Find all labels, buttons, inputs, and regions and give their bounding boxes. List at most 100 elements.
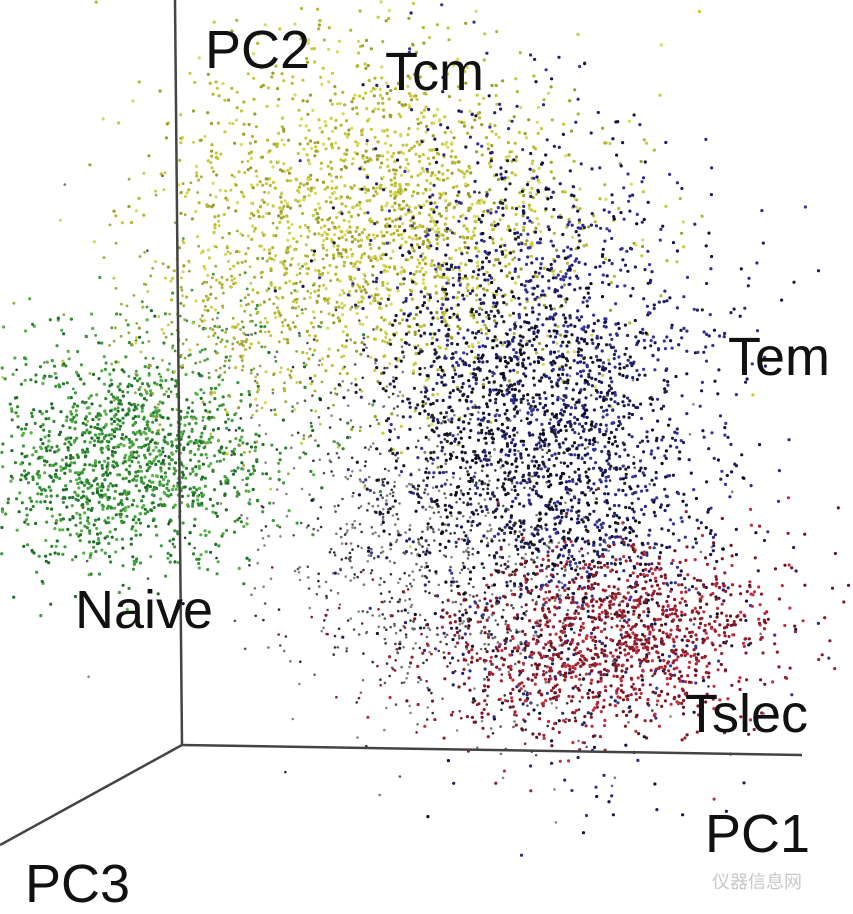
point bbox=[148, 389, 153, 393]
point bbox=[91, 372, 96, 376]
point bbox=[473, 226, 477, 230]
point bbox=[501, 464, 505, 468]
point bbox=[112, 446, 116, 450]
point bbox=[157, 503, 161, 507]
point bbox=[139, 445, 143, 449]
point bbox=[496, 177, 501, 182]
point bbox=[260, 244, 263, 248]
point bbox=[702, 679, 706, 683]
point bbox=[212, 416, 216, 420]
point bbox=[424, 105, 428, 109]
point bbox=[360, 389, 364, 393]
point bbox=[311, 394, 314, 397]
point bbox=[199, 533, 203, 537]
point bbox=[216, 156, 220, 161]
point bbox=[366, 64, 370, 68]
point bbox=[414, 352, 418, 356]
point bbox=[271, 391, 275, 395]
point bbox=[269, 408, 273, 412]
point bbox=[245, 483, 249, 487]
point bbox=[513, 720, 516, 723]
point bbox=[103, 367, 107, 371]
point bbox=[291, 717, 295, 721]
point bbox=[45, 409, 49, 414]
point bbox=[422, 479, 425, 482]
point bbox=[354, 289, 358, 293]
point bbox=[382, 115, 386, 119]
point bbox=[538, 341, 542, 346]
point bbox=[272, 373, 275, 377]
point bbox=[506, 176, 510, 180]
point bbox=[377, 154, 381, 158]
point bbox=[609, 612, 613, 616]
point bbox=[466, 246, 470, 250]
point bbox=[200, 431, 204, 435]
point bbox=[428, 569, 432, 572]
point bbox=[329, 547, 333, 551]
point bbox=[362, 583, 366, 586]
point bbox=[281, 324, 285, 328]
point bbox=[213, 324, 217, 328]
point bbox=[644, 141, 649, 145]
point bbox=[342, 260, 346, 264]
point bbox=[237, 250, 241, 254]
point bbox=[272, 234, 276, 238]
point bbox=[376, 101, 380, 105]
point bbox=[425, 167, 429, 171]
point bbox=[86, 420, 90, 423]
point bbox=[396, 394, 400, 398]
point bbox=[345, 135, 349, 139]
point bbox=[393, 130, 397, 134]
point bbox=[445, 470, 448, 474]
point bbox=[469, 417, 472, 421]
point bbox=[57, 433, 62, 437]
point bbox=[614, 302, 618, 306]
point bbox=[509, 579, 512, 583]
point bbox=[423, 262, 428, 266]
point bbox=[313, 60, 317, 64]
point bbox=[205, 456, 209, 460]
point bbox=[143, 475, 147, 479]
point bbox=[105, 467, 109, 472]
point bbox=[263, 544, 266, 547]
point bbox=[389, 256, 393, 260]
point bbox=[207, 530, 211, 534]
point bbox=[183, 213, 187, 217]
point bbox=[139, 561, 143, 565]
point bbox=[24, 329, 28, 333]
point bbox=[346, 293, 350, 297]
point bbox=[506, 560, 510, 563]
point bbox=[405, 584, 408, 588]
point bbox=[53, 450, 57, 454]
point bbox=[317, 579, 320, 583]
point bbox=[214, 296, 218, 300]
point bbox=[408, 325, 412, 329]
point bbox=[643, 160, 647, 164]
point bbox=[415, 237, 419, 241]
point bbox=[441, 311, 445, 315]
point bbox=[140, 499, 144, 503]
point bbox=[367, 554, 371, 557]
point bbox=[219, 480, 222, 483]
point bbox=[291, 97, 295, 101]
point bbox=[409, 582, 412, 586]
point bbox=[470, 125, 474, 129]
point bbox=[114, 427, 118, 431]
point bbox=[79, 377, 83, 381]
point bbox=[359, 480, 363, 483]
point bbox=[49, 375, 53, 378]
point bbox=[675, 427, 679, 431]
point bbox=[238, 342, 242, 346]
point bbox=[139, 476, 143, 480]
point bbox=[521, 200, 525, 205]
point bbox=[367, 78, 371, 83]
point bbox=[443, 222, 447, 226]
point bbox=[557, 350, 560, 353]
point bbox=[195, 557, 199, 561]
point bbox=[265, 320, 269, 324]
point bbox=[210, 276, 214, 280]
point bbox=[107, 555, 112, 559]
point bbox=[265, 259, 269, 263]
point bbox=[491, 305, 495, 309]
point bbox=[223, 475, 227, 479]
